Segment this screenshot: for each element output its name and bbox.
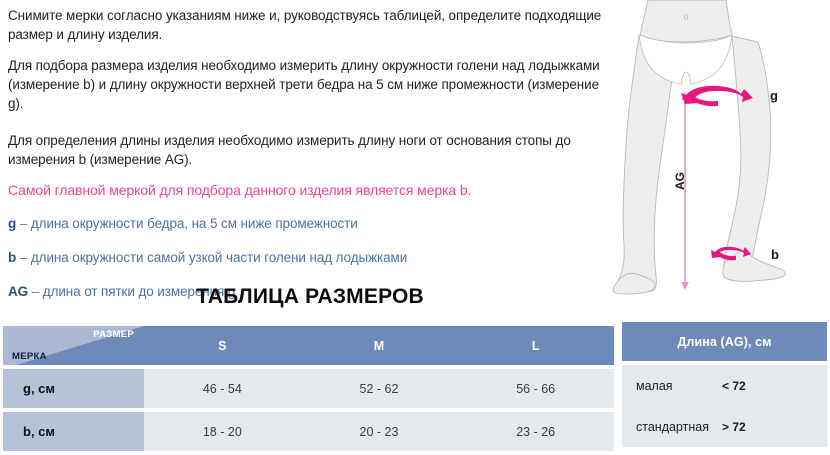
- instruction-paragraph-3: Для определения длины изделия необходимо…: [8, 133, 571, 167]
- body-silhouette-icon: [612, 0, 786, 295]
- thigh-circumference-arrow: [681, 85, 753, 107]
- table-row: g, см 46 - 54 52 - 62 56 - 66: [3, 369, 614, 408]
- length-panel-header: Длина (AG), см: [622, 322, 827, 361]
- corner-measure-label: МЕРКА: [12, 351, 47, 362]
- row-label-b: b, см: [3, 412, 144, 451]
- legend-key-b: b: [8, 250, 17, 265]
- legend-item-g: g – длина окружности бедра, на 5 см ниже…: [8, 214, 608, 233]
- navel-mark: [684, 14, 689, 20]
- page-title: ТАБЛИЦА РАЗМЕРОВ: [196, 285, 424, 308]
- underwear-shape: [638, 34, 733, 85]
- top-section: Снимите мерки согласно указаниям ниже и,…: [8, 0, 830, 300]
- cell-b-l: 23 - 26: [457, 412, 614, 451]
- legend-item-b: b – длина окружности самой узкой части г…: [8, 248, 608, 267]
- legend-dash-b: –: [19, 250, 28, 265]
- length-option-standard: стандартная > 72: [636, 420, 827, 434]
- column-header-l: L: [457, 326, 614, 365]
- length-option-small: малая < 72: [636, 379, 827, 393]
- legend-dash-ag: –: [31, 284, 40, 299]
- table-row: b, см 18 - 20 20 - 23 23 - 26: [3, 412, 614, 451]
- legend-dash-g: –: [19, 216, 28, 231]
- column-header-m: M: [300, 326, 458, 365]
- corner-size-label: РАЗМЕР: [93, 329, 134, 340]
- corner-split-header: РАЗМЕР МЕРКА: [3, 326, 144, 365]
- instructions-column: Снимите мерки согласно указаниям ниже и,…: [8, 6, 608, 316]
- thigh-label-g: g: [770, 88, 778, 103]
- size-table-header-row: РАЗМЕР МЕРКА S M L: [3, 326, 614, 365]
- instruction-paragraph-2: Для подбора размера изделия необходимо и…: [8, 58, 600, 111]
- size-table: РАЗМЕР МЕРКА S M L g, см 46 - 54 52 - 62…: [3, 322, 614, 455]
- cell-g-m: 52 - 62: [300, 369, 458, 408]
- instruction-paragraph-1: Снимите мерки согласно указаниям ниже и,…: [8, 8, 602, 42]
- legend-item-ag: AG – длина от пятки до измерения g: [8, 282, 608, 301]
- ankle-circumference-arrow: [711, 246, 751, 261]
- length-option-standard-value: > 72: [722, 419, 746, 434]
- legend-key-ag: AG: [8, 284, 29, 299]
- cell-g-s: 46 - 54: [144, 369, 301, 408]
- legend-key-g: g: [8, 216, 17, 231]
- row-label-g: g, см: [3, 369, 144, 408]
- leg-measurement-figure: AG g b: [608, 0, 830, 300]
- legend-text-b: длина окружности самой узкой части голен…: [30, 250, 408, 265]
- cell-b-m: 20 - 23: [300, 412, 458, 451]
- column-header-s: S: [144, 326, 301, 365]
- length-option-small-value: < 72: [722, 378, 746, 393]
- legend-text-ag: длина от пятки до измерения g: [42, 284, 236, 299]
- cell-g-l: 56 - 66: [457, 369, 614, 408]
- size-table-body: g, см 46 - 54 52 - 62 56 - 66 b, см 18 -…: [3, 369, 614, 451]
- cell-b-s: 18 - 20: [144, 412, 301, 451]
- legend-text-g: длина окружности бедра, на 5 см ниже про…: [30, 216, 358, 231]
- length-panel-body: малая < 72 стандартная > 72: [622, 365, 827, 447]
- highlight-note: Самой главной меркой для подбора данного…: [8, 182, 472, 198]
- corner-diagonal-divider: [3, 326, 144, 365]
- ag-measure-line: [681, 92, 689, 290]
- ag-label: AG: [673, 172, 687, 190]
- size-table-header: РАЗМЕР МЕРКА S M L: [3, 326, 614, 365]
- length-option-small-name: малая: [636, 378, 673, 393]
- length-option-standard-name: стандартная: [636, 419, 709, 434]
- length-panel: Длина (AG), см малая < 72 стандартная > …: [622, 322, 827, 447]
- ankle-label-b: b: [771, 247, 779, 262]
